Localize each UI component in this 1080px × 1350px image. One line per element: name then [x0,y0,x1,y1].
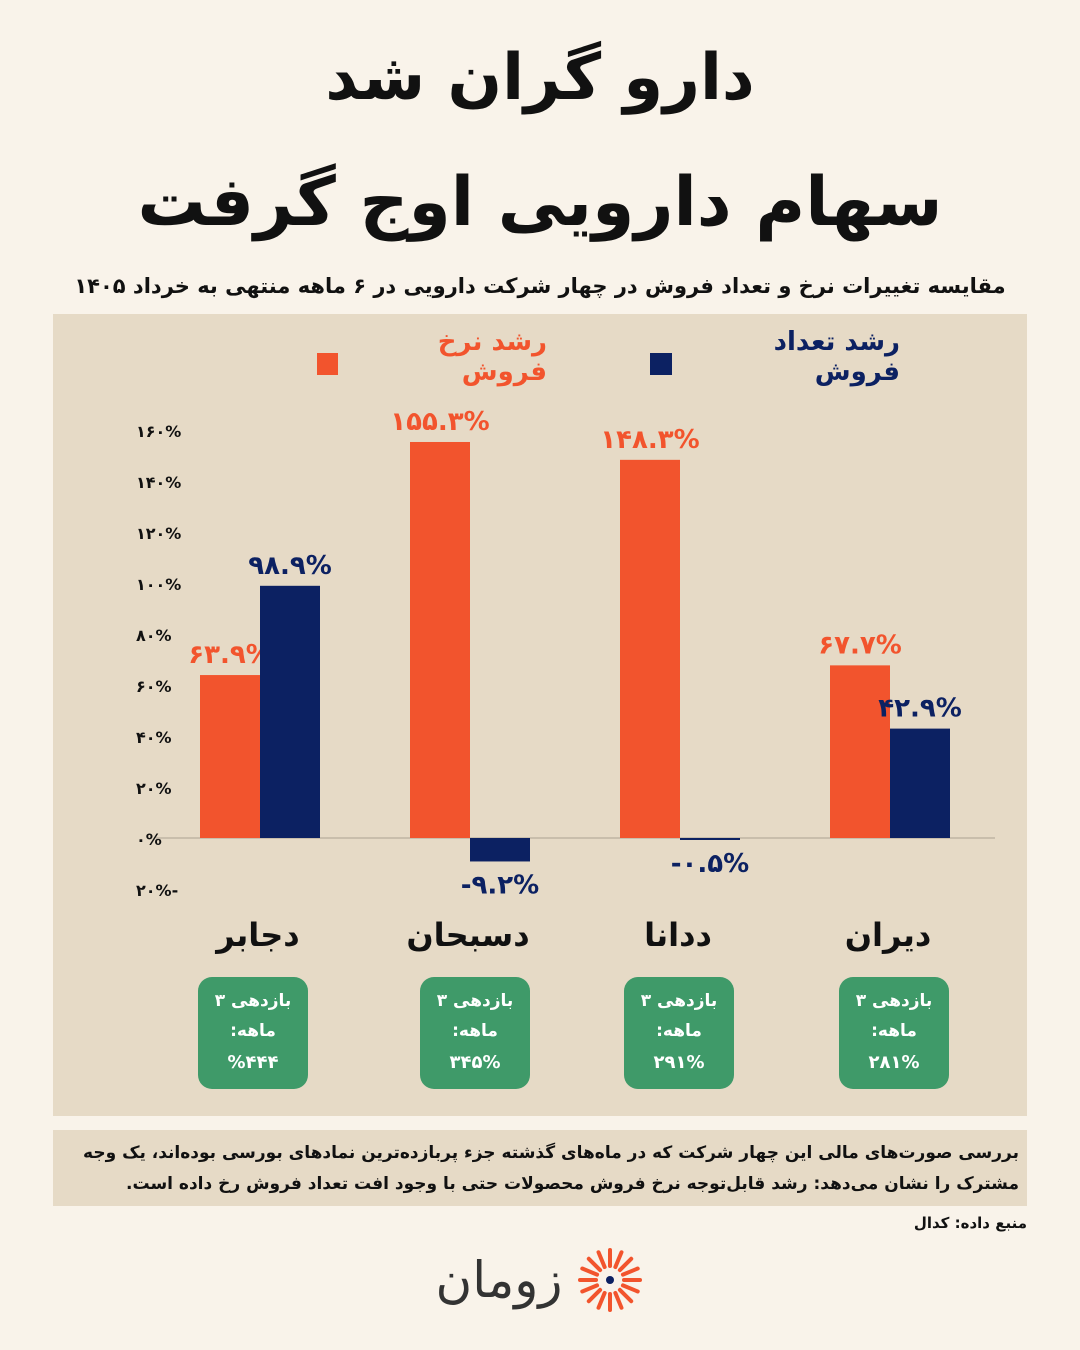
badge-label: بازدهی ۳ [640,991,718,1011]
return-badge-diran: بازدهی ۳ ماهه: ۲۸۱% [839,977,949,1089]
subtitle: مقایسه تغییرات نرخ و تعداد فروش در چهار … [74,274,1006,298]
company-label-diran: دیران [844,916,932,954]
data-label-count: ۴۲.۹% [878,694,962,724]
company-label-ddana: ددانا [644,916,712,954]
bar-count [680,838,740,840]
badge-value: %۴۴۴ [227,1052,279,1073]
data-label-count: -۰.۵% [671,849,749,879]
return-badge-dejaber: بازدهی ۳ ماهه: %۴۴۴ [198,977,308,1089]
bar-rate [620,459,680,838]
data-source: منبع داده: کدال [913,1214,1027,1232]
badge-label: ماهه: [656,1021,702,1041]
y-tick-label: ۶۰% [136,677,172,696]
badge-value: ۳۴۵% [449,1052,501,1073]
return-badge-ddana: بازدهی ۳ ماهه: ۲۹۱% [624,977,734,1089]
badge-label: ماهه: [230,1021,276,1041]
title-line-2: سهام دارویی اوج گرفت [137,163,943,242]
title-line-1: دارو گران شد [325,41,755,115]
y-tick-label: ۲۰% [136,779,172,798]
footnote: بررسی صورت‌های مالی این چهار شرکت که در … [53,1130,1027,1206]
legend-rate-label: رشد نرخ فروش [437,327,547,387]
bar-rate [830,665,890,838]
badge-label: ماهه: [871,1021,917,1041]
y-tick-label: -۲۰% [136,881,178,900]
legend-rate: رشد نرخ فروش [317,327,547,387]
y-tick-label: ۴۰% [136,728,172,747]
company-label-dasobhan: دسبحان [406,916,530,954]
bar-rate [200,675,260,838]
sunburst-logo-icon [577,1248,642,1312]
y-tick-label: ۰% [136,830,162,849]
badge-label: بازدهی ۳ [855,991,933,1011]
bar-count [260,585,320,838]
badge-label: بازدهی ۳ [214,991,292,1011]
bar-count [890,728,950,838]
data-label-rate: ۱۵۵.۳% [390,407,489,437]
data-label-count: -۹.۲% [461,870,539,900]
bar-count [470,838,530,862]
y-tick-label: ۱۴۰% [136,473,181,492]
return-badge-dasobhan: بازدهی ۳ ماهه: ۳۴۵% [420,977,530,1089]
y-tick-label: ۸۰% [136,626,172,645]
company-label-dejaber: دجابر [216,916,300,954]
legend-rate-swatch [317,353,339,375]
bar-rate [410,441,470,838]
logo: زومان [410,1240,670,1320]
badge-label: ماهه: [452,1021,498,1041]
y-tick-label: ۱۲۰% [136,524,181,543]
logo-text: زومان [435,1251,563,1309]
data-label-rate: ۱۴۸.۳% [600,425,699,455]
legend-count-swatch [650,353,672,375]
legend-count: رشد تعداد فروش [650,327,900,387]
y-tick-label: ۱۰۰% [136,575,181,594]
y-tick-label: ۱۶۰% [136,422,181,441]
badge-value: ۲۹۱% [653,1052,705,1073]
badge-value: ۲۸۱% [868,1052,920,1073]
badge-label: بازدهی ۳ [436,991,514,1011]
data-label-count: ۹۸.۹% [248,551,332,581]
legend-count-label: رشد تعداد فروش [773,327,900,387]
data-label-rate: ۶۷.۷% [818,630,902,660]
data-label-rate: ۶۳.۹% [188,640,272,670]
